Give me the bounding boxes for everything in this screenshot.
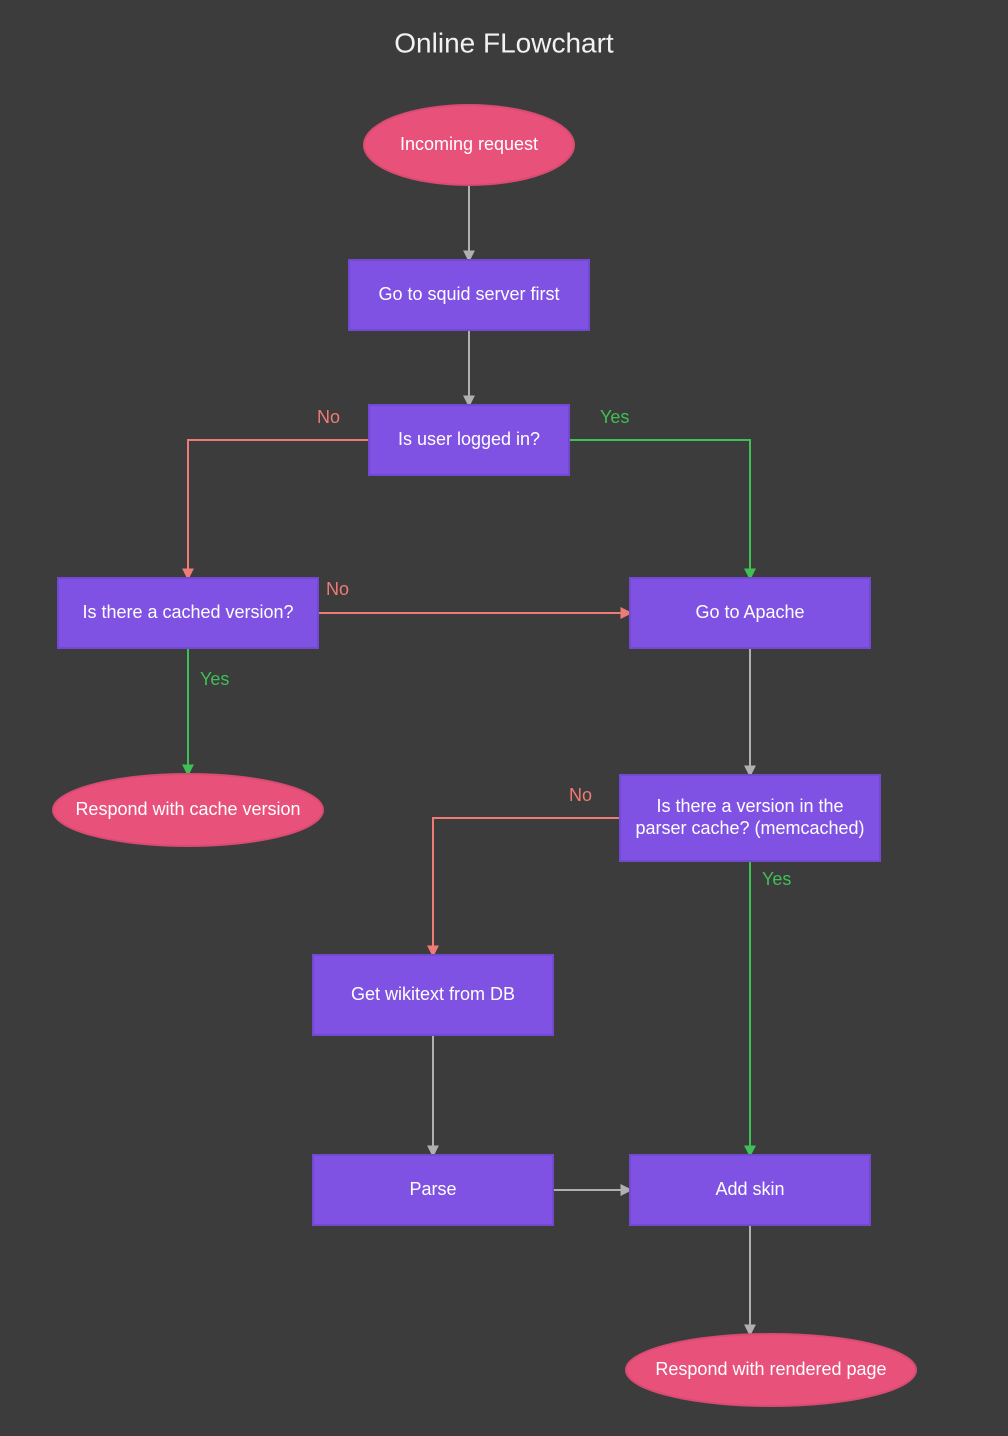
node-label-cached: Is there a cached version? bbox=[82, 602, 293, 622]
flowchart-svg: Yes No No Yes Yes No Incoming request Go to squ… bbox=[0, 0, 1008, 1436]
node-label-squid: Go to squid server first bbox=[378, 284, 559, 304]
edge-label-logged-cached: No bbox=[317, 407, 340, 427]
node-label-parse: Parse bbox=[409, 1179, 456, 1199]
node-label-addskin: Add skin bbox=[715, 1179, 784, 1199]
node-label-start: Incoming request bbox=[400, 134, 538, 154]
edge-label-cached-respond_cache: Yes bbox=[200, 669, 229, 689]
node-label-memcached: Is there a version in theparser cache? (… bbox=[635, 796, 864, 838]
flowchart-canvas: Yes No No Yes Yes No Incoming request Go to squ… bbox=[0, 0, 1008, 1436]
node-label-respond_page: Respond with rendered page bbox=[655, 1359, 886, 1379]
node-label-respond_cache: Respond with cache version bbox=[75, 799, 300, 819]
node-label-logged: Is user logged in? bbox=[398, 429, 540, 449]
edge-label-memcached-addskin: Yes bbox=[762, 869, 791, 889]
flowchart-title: Online FLowchart bbox=[394, 27, 614, 58]
node-label-apache: Go to Apache bbox=[695, 602, 804, 622]
edge-label-logged-apache: Yes bbox=[600, 407, 629, 427]
edge-label-memcached-wikitext: No bbox=[569, 785, 592, 805]
node-label-wikitext: Get wikitext from DB bbox=[351, 984, 515, 1004]
edge-label-cached-apache: No bbox=[326, 579, 349, 599]
